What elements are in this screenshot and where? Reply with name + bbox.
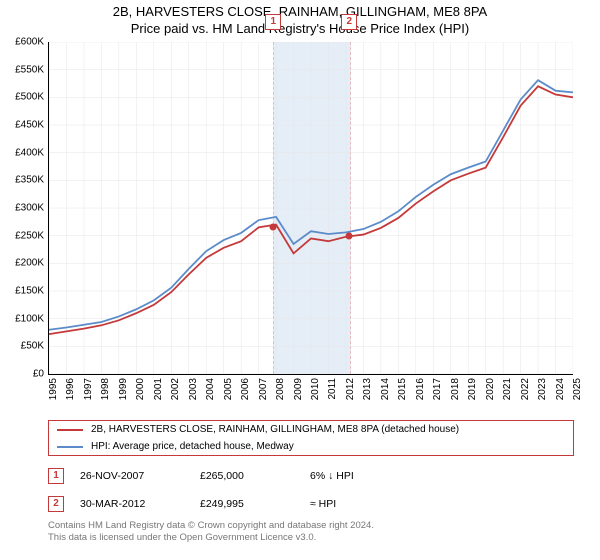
- event-pct: ≈ HPI: [310, 498, 420, 510]
- credits-line: Contains HM Land Registry data © Crown c…: [48, 520, 572, 532]
- legend-swatch: [57, 446, 83, 448]
- event-badge-icon: 2: [48, 496, 64, 512]
- legend-item: HPI: Average price, detached house, Medw…: [49, 438, 573, 455]
- event-row: 2 30-MAR-2012 £249,995 ≈ HPI: [48, 490, 572, 518]
- legend: 2B, HARVESTERS CLOSE, RAINHAM, GILLINGHA…: [48, 420, 574, 456]
- plot-area: [48, 42, 573, 375]
- legend-label: HPI: Average price, detached house, Medw…: [91, 441, 294, 452]
- event-price: £249,995: [200, 498, 310, 510]
- legend-item: 2B, HARVESTERS CLOSE, RAINHAM, GILLINGHA…: [49, 421, 573, 438]
- credits: Contains HM Land Registry data © Crown c…: [48, 520, 572, 545]
- event-date: 26-NOV-2007: [80, 470, 200, 482]
- legend-swatch: [57, 429, 83, 431]
- event-row: 1 26-NOV-2007 £265,000 6% ↓ HPI: [48, 462, 572, 490]
- event-date: 30-MAR-2012: [80, 498, 200, 510]
- legend-label: 2B, HARVESTERS CLOSE, RAINHAM, GILLINGHA…: [91, 424, 459, 435]
- events-table: 1 26-NOV-2007 £265,000 6% ↓ HPI 2 30-MAR…: [48, 462, 572, 518]
- event-pct: 6% ↓ HPI: [310, 470, 420, 482]
- title-line1: 2B, HARVESTERS CLOSE, RAINHAM, GILLINGHA…: [0, 4, 600, 21]
- title-line2: Price paid vs. HM Land Registry's House …: [0, 21, 600, 38]
- price-chart: £0£50K£100K£150K£200K£250K£300K£350K£400…: [48, 42, 572, 374]
- credits-line: This data is licensed under the Open Gov…: [48, 532, 572, 544]
- event-badge-icon: 1: [48, 468, 64, 484]
- event-price: £265,000: [200, 470, 310, 482]
